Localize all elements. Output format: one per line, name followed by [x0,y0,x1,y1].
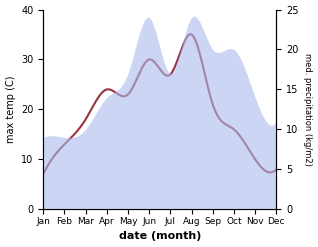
Y-axis label: med. precipitation (kg/m2): med. precipitation (kg/m2) [303,53,313,166]
Y-axis label: max temp (C): max temp (C) [5,76,16,143]
X-axis label: date (month): date (month) [119,231,201,242]
